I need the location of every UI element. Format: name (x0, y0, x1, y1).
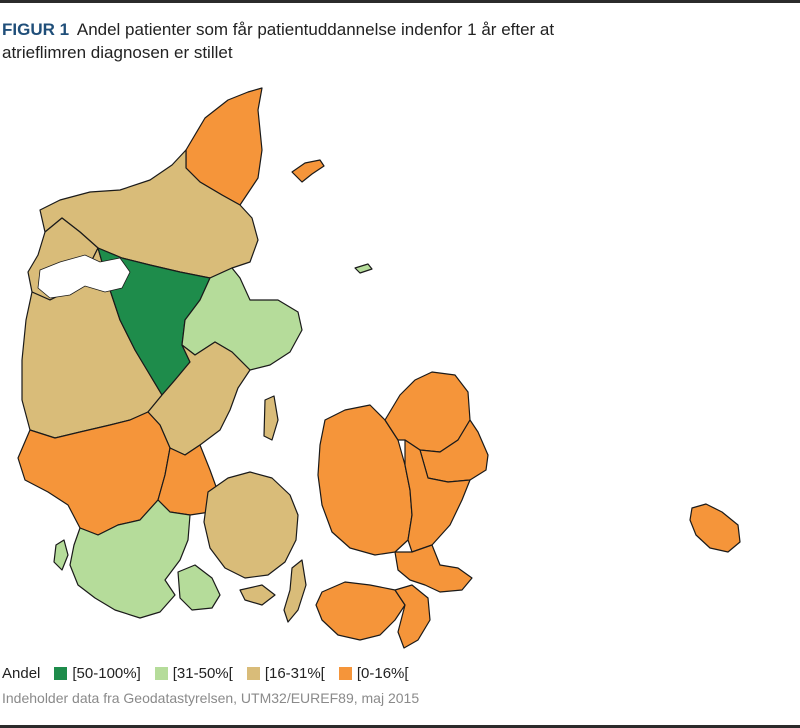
limfjord-water (37, 254, 131, 299)
source-credit: Indeholder data fra Geodatastyrelsen, UT… (2, 690, 420, 706)
region-falster (394, 584, 431, 649)
island-anholt (354, 263, 373, 274)
region-south-jutland (69, 499, 191, 619)
legend-label-0-16: [0-16%[ (356, 665, 409, 682)
legend-label-31-50: [31-50%[ (172, 665, 233, 682)
region-zealand-east (404, 439, 471, 553)
island-samso (263, 395, 279, 441)
denmark-map (17, 87, 741, 649)
island-laeso (291, 159, 325, 183)
legend-item-16-31: [16-31%[ (246, 665, 325, 682)
figure-title: FIGUR 1 Andel patienter som får patientu… (2, 18, 602, 64)
legend-item-50-100: [50-100%] (54, 665, 141, 682)
legend-swatch-orange (338, 667, 352, 680)
legend: Andel [50-100%] [31-50%[ [16-31%[ [0-16%… (2, 665, 409, 682)
region-mon (394, 544, 473, 593)
legend-label-50-100: [50-100%] (72, 665, 141, 682)
bottom-rule (0, 725, 800, 728)
legend-item-0-16: [0-16%[ (338, 665, 409, 682)
figure-label: FIGUR 1 (2, 20, 70, 39)
island-langeland (283, 559, 307, 623)
legend-swatch-dark-green (54, 667, 68, 680)
region-djursland (181, 267, 303, 371)
island-als (177, 564, 221, 611)
figure-title-text: Andel patienter som får patientuddannels… (2, 20, 555, 62)
legend-swatch-tan (246, 667, 260, 680)
top-rule (0, 0, 800, 3)
island-fano (53, 539, 69, 571)
legend-title: Andel (2, 665, 41, 682)
region-funen (203, 471, 299, 579)
island-aero (239, 584, 276, 606)
legend-label-16-31: [16-31%[ (264, 665, 325, 682)
legend-swatch-light-green (154, 667, 168, 680)
region-lolland (315, 581, 406, 641)
island-bornholm (689, 503, 741, 553)
legend-item-31-50: [31-50%[ (154, 665, 233, 682)
